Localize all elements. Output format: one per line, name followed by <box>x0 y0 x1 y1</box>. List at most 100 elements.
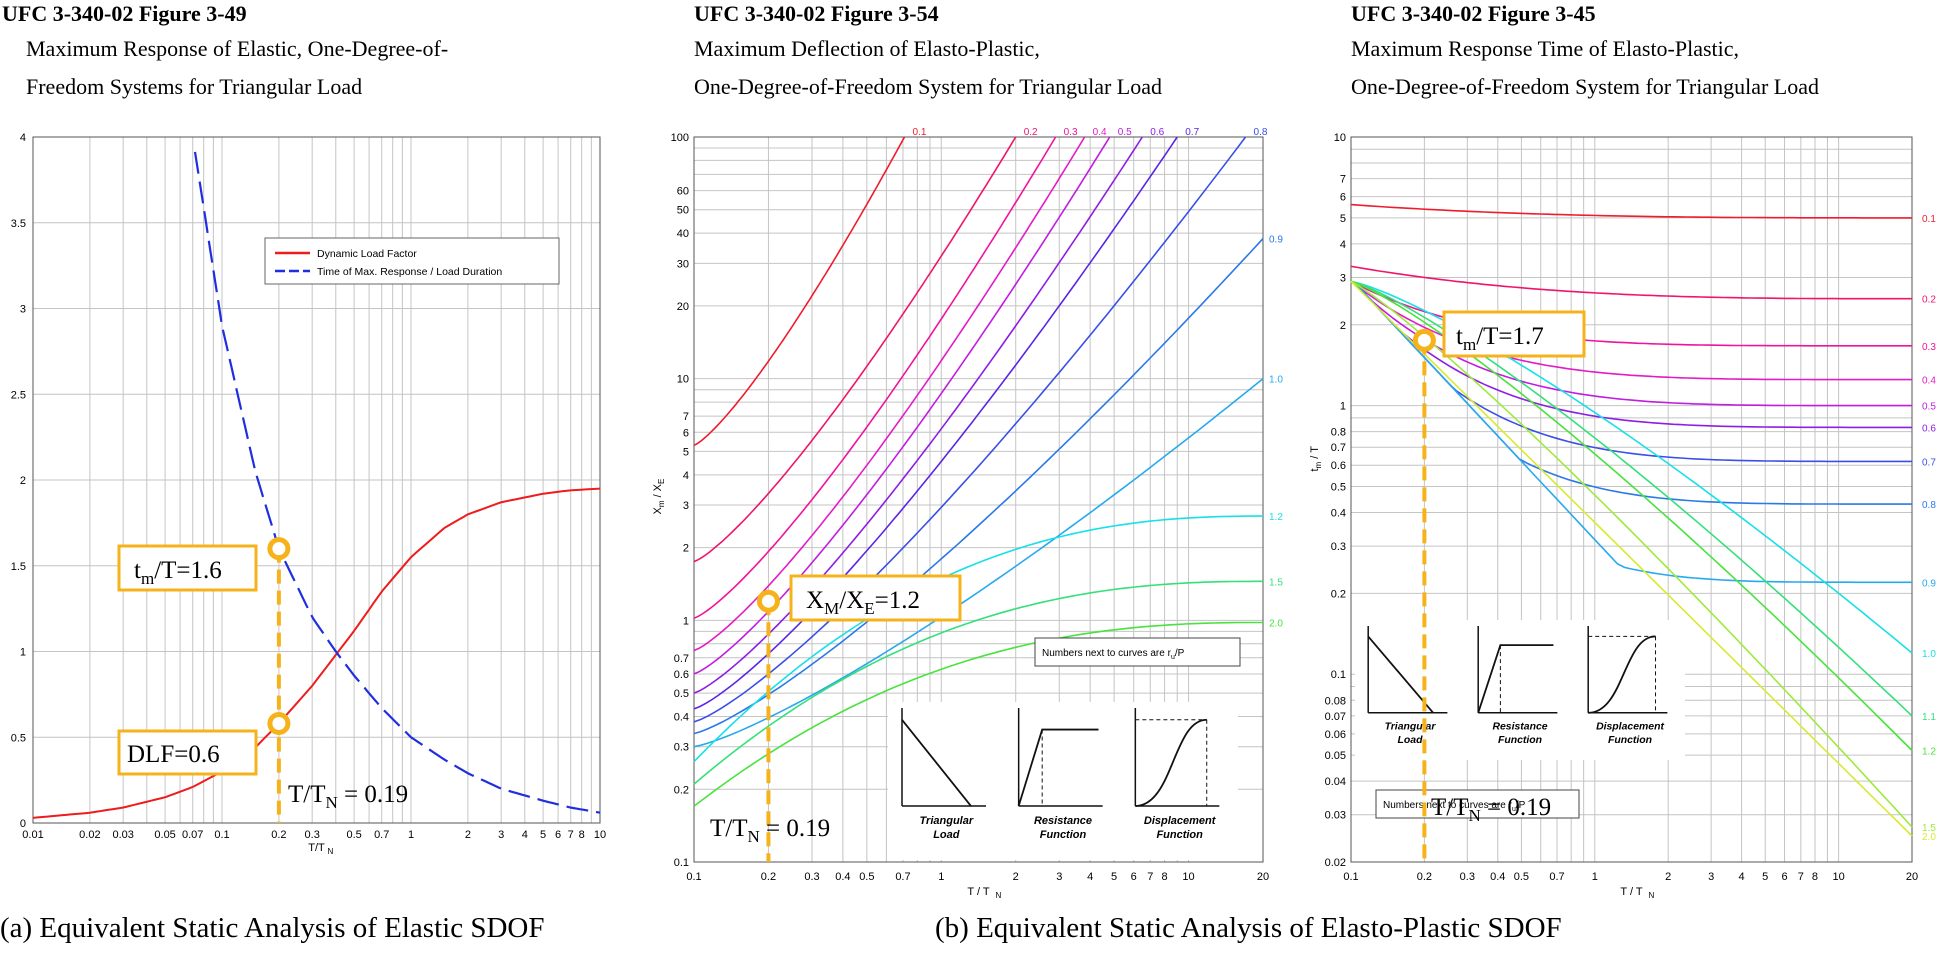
c-series-0.2 <box>1350 265 1912 300</box>
b-xtick-1: 1 <box>938 871 944 883</box>
a-xtick-0.07: 0.07 <box>182 829 203 841</box>
c-ytick-0.06: 0.06 <box>1325 729 1346 741</box>
c-inset-triangle <box>1367 635 1434 714</box>
b-xtick-4: 4 <box>1087 871 1093 883</box>
panel-a-header: UFC 3-340-02 Figure 3-49 Maximum Respons… <box>2 0 448 104</box>
b-xtick-5: 5 <box>1111 871 1117 883</box>
b-curve-label-1.0: 1.0 <box>1269 375 1283 386</box>
b-xlabel: T / T <box>967 886 989 898</box>
b-curve-label-0.8: 0.8 <box>1254 127 1268 138</box>
c-ytick-6: 6 <box>1340 192 1346 204</box>
a-xtick-0.03: 0.03 <box>112 829 133 841</box>
b-inset-displacement <box>1135 718 1207 807</box>
b-series-1.0 <box>693 378 1264 748</box>
a-marker-dlf <box>267 712 291 736</box>
a-ytick-3.5: 3.5 <box>11 218 26 230</box>
b-curve-label-0.2: 0.2 <box>1024 127 1038 138</box>
b-ytick-40: 40 <box>677 228 689 240</box>
c-series-0.9 <box>1350 280 1912 584</box>
c-ytick-5: 5 <box>1340 213 1346 225</box>
b-ytick-0.1: 0.1 <box>674 857 689 869</box>
b-callout-box <box>789 574 962 622</box>
c-curve-label-0.3: 0.3 <box>1922 342 1936 353</box>
b-note-box <box>1034 637 1241 667</box>
c-ytick-7: 7 <box>1340 174 1346 186</box>
a-xtick-0.5: 0.5 <box>346 829 361 841</box>
b-ytick-6: 6 <box>683 427 689 439</box>
b-series-0.8 <box>693 136 1247 723</box>
b-xtick-3: 3 <box>1056 871 1062 883</box>
a-xtick-7: 7 <box>568 829 574 841</box>
b-ytick-1: 1 <box>683 615 689 627</box>
panel-a-figure: UFC 3-340-02 Figure 3-49 <box>2 1 247 26</box>
c-ytick-4: 4 <box>1340 239 1346 251</box>
a-xtick-0.01: 0.01 <box>22 829 43 841</box>
a-xtick-0.3: 0.3 <box>305 829 320 841</box>
c-curve-label-1.0: 1.0 <box>1922 649 1936 660</box>
c-xtick-20: 20 <box>1906 871 1918 883</box>
a-ytick-2: 2 <box>20 475 26 487</box>
c-inset-bg <box>1355 620 1685 760</box>
b-series-0.2 <box>693 136 1017 563</box>
a-callout-dlf-text: DLF=0.6 <box>127 741 220 768</box>
a-xlabel: T/T <box>308 842 325 854</box>
a-xtick-0.2: 0.2 <box>271 829 286 841</box>
a-ytick-0.5: 0.5 <box>11 732 26 744</box>
b-series-1.2 <box>693 515 1263 763</box>
a-marker-tm <box>267 537 291 561</box>
c-xlabel-sub: N <box>1649 891 1655 900</box>
c-curve-label-0.9: 0.9 <box>1922 578 1936 589</box>
b-note-text: Numbers next to curves are ru/P <box>1042 648 1185 661</box>
a-ytick-4: 4 <box>20 132 26 144</box>
b-ytick-0.5: 0.5 <box>674 688 689 700</box>
b-inset-label-a-0: Triangular <box>920 815 974 827</box>
b-ytick-100: 100 <box>671 132 689 144</box>
b-curve-label-1.5: 1.5 <box>1269 577 1283 588</box>
c-curve-label-0.5: 0.5 <box>1922 402 1936 413</box>
b-xtick-2: 2 <box>1013 871 1019 883</box>
a-series-tm <box>193 151 601 814</box>
c-inset-displacement <box>1588 635 1656 714</box>
c-curve-label-0.7: 0.7 <box>1922 457 1936 468</box>
panel-b-header: UFC 3-340-02 Figure 3-54 Maximum Deflect… <box>694 0 1162 104</box>
b-curve-label-0.6: 0.6 <box>1150 127 1164 138</box>
c-ytick-0.04: 0.04 <box>1325 776 1346 788</box>
panel-b-title-line2: One-Degree-of-Freedom System for Triangu… <box>694 74 1162 99</box>
a-xlabel-sub: N <box>328 847 334 856</box>
panel-c-title-line1: Maximum Response Time of Elasto-Plastic, <box>1351 36 1740 61</box>
b-xtick-6: 6 <box>1131 871 1137 883</box>
c-xtick-1: 1 <box>1592 871 1598 883</box>
b-ytick-50: 50 <box>677 205 689 217</box>
c-xtick-6: 6 <box>1781 871 1787 883</box>
a-ytick-2.5: 2.5 <box>11 389 26 401</box>
c-ytick-1: 1 <box>1340 401 1346 413</box>
c-inset-label-b-1: Function <box>1498 735 1542 746</box>
b-series-1.5 <box>693 580 1263 785</box>
c-xtick-3: 3 <box>1708 871 1714 883</box>
a-xtick-2: 2 <box>465 829 471 841</box>
c-xlabel: T / T <box>1620 886 1642 898</box>
b-ytick-4: 4 <box>683 470 689 482</box>
b-series-2.0 <box>693 621 1263 807</box>
b-inset-triangle <box>901 719 972 807</box>
b-ytick-10: 10 <box>677 374 689 386</box>
b-inset-bg <box>888 702 1238 860</box>
a-xtick-0.05: 0.05 <box>154 829 175 841</box>
b-curve-label-0.1: 0.1 <box>912 127 926 138</box>
a-xtick-4: 4 <box>522 829 528 841</box>
b-inset-label-a-1: Resistance <box>1034 815 1092 827</box>
b-xtick-0.2: 0.2 <box>761 871 776 883</box>
b-ytick-0.6: 0.6 <box>674 669 689 681</box>
a-xtick-8: 8 <box>579 829 585 841</box>
c-xtick-0.4: 0.4 <box>1490 871 1505 883</box>
a-callout-tm-box <box>117 544 258 592</box>
a-ytick-3: 3 <box>20 304 26 316</box>
b-xtick-10: 10 <box>1182 871 1194 883</box>
c-inset-label-b-2: Function <box>1608 735 1652 746</box>
a-xtick-0.02: 0.02 <box>79 829 100 841</box>
c-xtick-0.7: 0.7 <box>1549 871 1564 883</box>
a-ratio-label: T/TN = 0.19 <box>288 781 408 812</box>
b-curve-label-0.4: 0.4 <box>1093 127 1107 138</box>
a-xtick-6: 6 <box>555 829 561 841</box>
b-marker <box>756 589 780 613</box>
